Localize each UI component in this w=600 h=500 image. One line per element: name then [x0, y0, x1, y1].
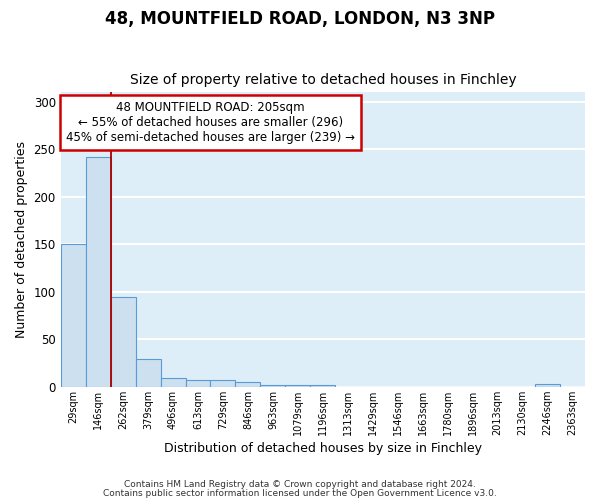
Bar [286, 385, 310, 387]
Bar [86, 157, 110, 387]
Bar [310, 385, 335, 387]
Bar [136, 359, 161, 387]
Text: 48 MOUNTFIELD ROAD: 205sqm
← 55% of detached houses are smaller (296)
45% of sem: 48 MOUNTFIELD ROAD: 205sqm ← 55% of deta… [65, 101, 355, 144]
Bar [110, 296, 136, 387]
Bar [235, 382, 260, 387]
Text: 48, MOUNTFIELD ROAD, LONDON, N3 3NP: 48, MOUNTFIELD ROAD, LONDON, N3 3NP [105, 10, 495, 28]
Bar [260, 385, 286, 387]
Bar [535, 384, 560, 387]
Title: Size of property relative to detached houses in Finchley: Size of property relative to detached ho… [130, 73, 516, 87]
Bar [185, 380, 211, 387]
Y-axis label: Number of detached properties: Number of detached properties [15, 141, 28, 338]
Text: Contains HM Land Registry data © Crown copyright and database right 2024.: Contains HM Land Registry data © Crown c… [124, 480, 476, 489]
Bar [211, 380, 235, 387]
Bar [161, 378, 185, 387]
X-axis label: Distribution of detached houses by size in Finchley: Distribution of detached houses by size … [164, 442, 482, 455]
Bar [61, 244, 86, 387]
Text: Contains public sector information licensed under the Open Government Licence v3: Contains public sector information licen… [103, 489, 497, 498]
